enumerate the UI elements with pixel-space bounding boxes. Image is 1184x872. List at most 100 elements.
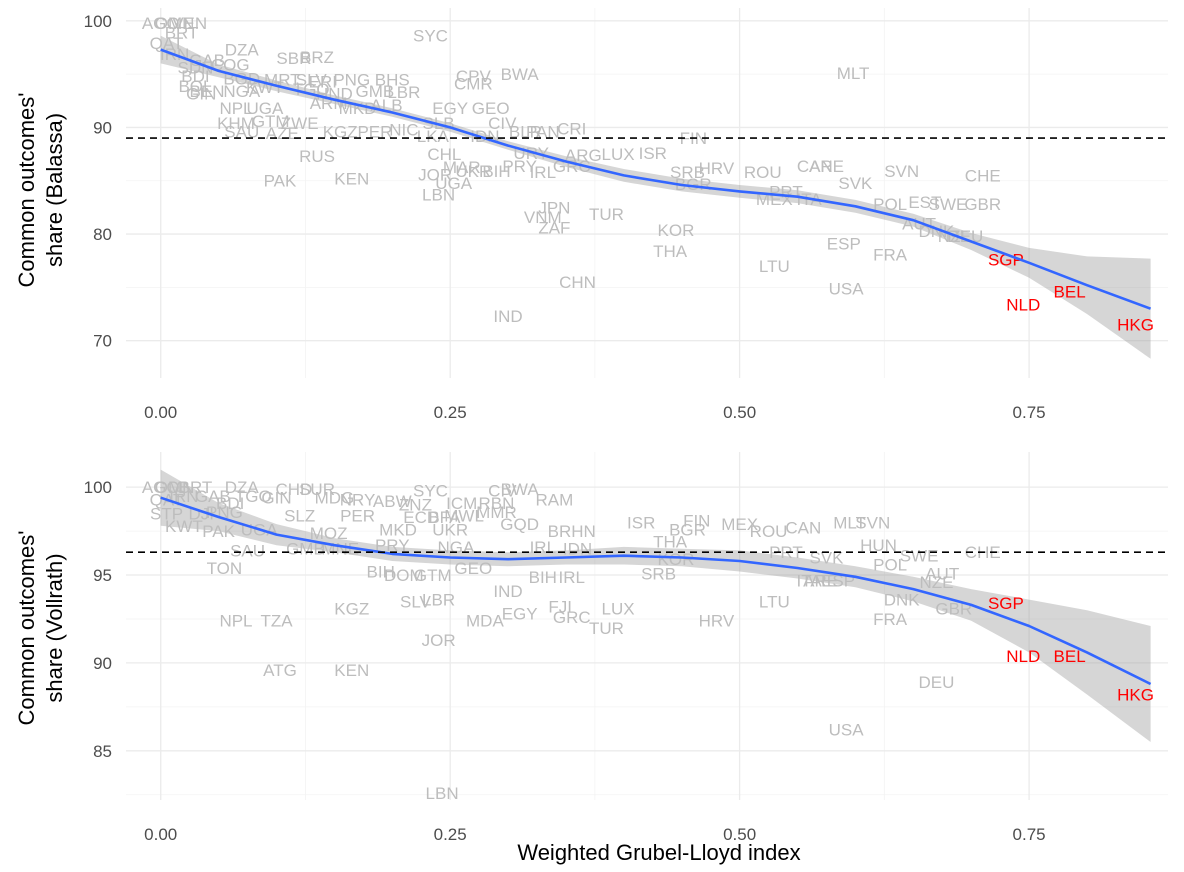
x-tick-label: 0.25	[434, 825, 467, 844]
country-label: CPV	[456, 67, 492, 86]
country-label: CAN	[797, 157, 833, 176]
country-label: COG	[211, 56, 250, 75]
country-label: KOR	[658, 550, 695, 569]
country-label: BRHN	[548, 522, 596, 541]
country-label: THA	[653, 533, 688, 552]
country-label: BRT	[179, 478, 213, 497]
country-label: IND	[493, 307, 522, 326]
country-label: NLD	[1006, 295, 1040, 314]
country-label: GAB	[195, 487, 231, 506]
country-label: BOL	[178, 77, 212, 96]
country-label: HRV	[699, 159, 735, 178]
country-label: UKR	[455, 162, 491, 181]
country-label: TGO	[235, 487, 272, 506]
country-label: KOR	[658, 221, 695, 240]
y-tick-label: 70	[93, 332, 112, 351]
country-label: BEL	[1054, 647, 1086, 666]
y-axis-title-line2: share (Balassa)	[42, 113, 67, 267]
country-label: PER	[357, 123, 392, 142]
country-label: AUT	[925, 564, 959, 583]
country-label: BRT	[165, 24, 199, 43]
country-label: ZNZ	[399, 496, 432, 515]
x-tick-label: 0.75	[1013, 403, 1046, 422]
country-label: PRY	[502, 157, 537, 176]
country-label: BIH	[529, 568, 557, 587]
country-label: GBR	[935, 599, 972, 618]
country-label: RUS	[299, 147, 335, 166]
country-label: ARE	[803, 571, 838, 590]
country-label: AGO	[142, 478, 180, 497]
country-label: NIC	[389, 121, 418, 140]
country-label: QAT	[150, 34, 184, 53]
country-label: MEX	[721, 515, 758, 534]
y-axis-title-line1: Common outcomes'	[14, 93, 39, 288]
y-tick-label: 90	[93, 654, 112, 673]
country-label: MLT	[833, 513, 866, 532]
country-label: VNM	[524, 208, 562, 227]
country-label: SLV	[296, 70, 328, 89]
country-label: BLR	[509, 123, 542, 142]
country-label: ABW	[373, 492, 412, 511]
smooth-line	[160, 48, 1152, 310]
country-label: STP	[150, 505, 183, 524]
country-label: BIH	[367, 563, 395, 582]
country-label: DZA	[225, 478, 260, 497]
country-label: SYC	[413, 482, 448, 501]
country-label: KEN	[334, 661, 369, 680]
country-label: ERI	[309, 73, 337, 92]
country-label: AGO	[142, 14, 180, 33]
country-label: PAK	[202, 522, 235, 541]
country-label: ZAF	[538, 219, 570, 238]
country-label: CHE	[965, 166, 1001, 185]
country-label: MWL	[444, 506, 484, 525]
country-label: IRL	[559, 568, 585, 587]
country-label: KHM	[217, 114, 255, 133]
country-label: ISR	[639, 144, 667, 163]
country-label: CMR	[454, 75, 493, 94]
country-label: FRA	[873, 245, 908, 264]
country-label: RAM	[535, 490, 573, 509]
country-label: IRL	[530, 163, 556, 182]
country-label: EST	[908, 193, 941, 212]
country-label: FJI	[548, 598, 572, 617]
country-label: SVK	[809, 548, 844, 567]
country-label: TON	[207, 559, 243, 578]
country-label: SGP	[988, 251, 1024, 270]
x-tick-label: 0.75	[1013, 825, 1046, 844]
country-label: SLZ	[284, 506, 315, 525]
country-label: GIN	[261, 489, 291, 508]
x-axis-title: Weighted Grubel-Lloyd index	[517, 840, 800, 865]
country-label: USA	[829, 279, 865, 298]
country-label: POL	[873, 555, 907, 574]
country-label: BWA	[501, 480, 540, 499]
country-label: USA	[829, 721, 865, 740]
country-label: ROU	[750, 522, 788, 541]
country-label: BGR	[669, 520, 706, 539]
country-label: BFA	[428, 508, 461, 527]
country-label: ARM	[310, 94, 348, 113]
country-label: ITA	[796, 571, 822, 590]
country-label: NRY	[340, 490, 376, 509]
country-label: MLT	[837, 64, 870, 83]
country-label: SYC	[413, 27, 448, 46]
country-label: NPL	[219, 99, 252, 118]
smooth-line	[160, 496, 1152, 686]
country-label: SUR	[299, 480, 335, 499]
country-label: CAN	[785, 519, 821, 538]
country-label: ARG	[565, 146, 602, 165]
country-label: LTU	[759, 257, 790, 276]
country-label: SAU	[230, 541, 265, 560]
country-label: SDN	[178, 59, 214, 78]
country-label: CHD	[275, 480, 312, 499]
country-label: GEO	[472, 99, 510, 118]
country-label: TZA	[260, 612, 293, 631]
country-label: OMN	[155, 478, 195, 497]
country-label: NPL	[219, 612, 252, 631]
country-label: JOR	[422, 631, 456, 650]
country-label: BDI	[216, 494, 244, 513]
country-label: UGA	[247, 99, 285, 118]
country-label: BRZ	[300, 48, 334, 67]
x-tick-label: 0.00	[144, 825, 177, 844]
